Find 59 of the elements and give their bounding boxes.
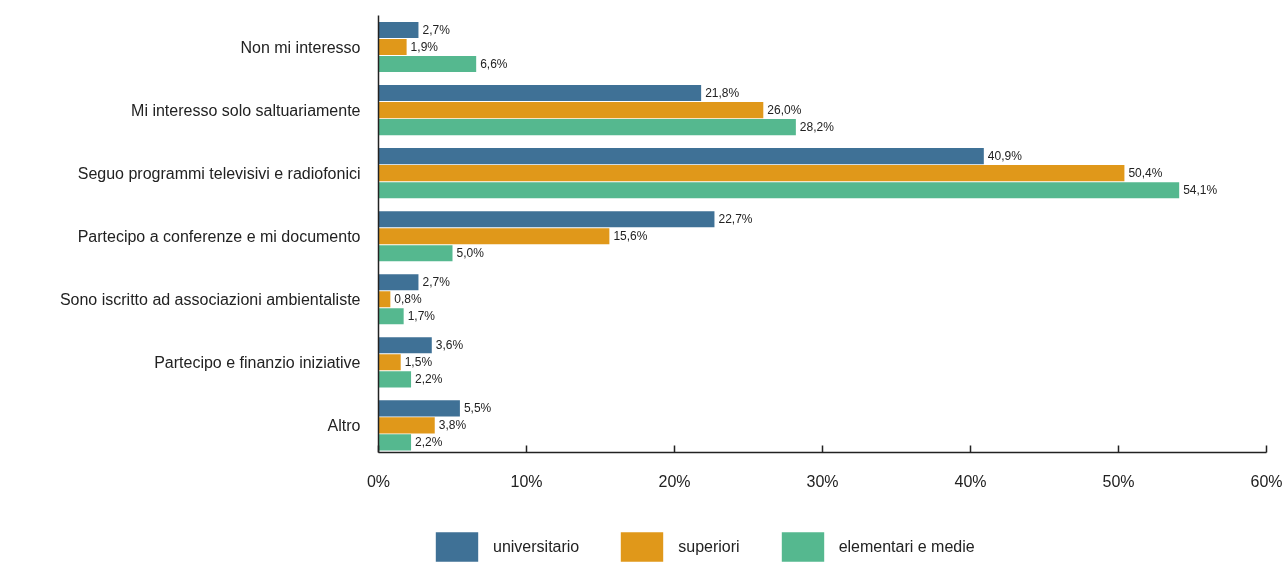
bar bbox=[378, 417, 435, 434]
data-label: 0,8% bbox=[394, 292, 423, 307]
data-label: 1,9% bbox=[410, 40, 439, 55]
bar bbox=[378, 354, 401, 371]
data-label: 22,7% bbox=[718, 212, 753, 227]
data-label: 3,6% bbox=[435, 338, 464, 353]
data-label: 28,2% bbox=[799, 120, 835, 135]
x-tick-label: 20% bbox=[658, 472, 691, 490]
bar bbox=[378, 337, 432, 354]
y-tick-label: Seguo programmi televisivi e radiofonici bbox=[77, 164, 361, 182]
y-tick-label: Sono iscritto ad associazioni ambientaliste bbox=[59, 290, 361, 308]
y-tick-label: Partecipo e finanzio iniziative bbox=[154, 353, 361, 371]
bar bbox=[378, 119, 796, 136]
y-tick-label: Non mi interesso bbox=[240, 38, 361, 56]
data-label: 5,0% bbox=[456, 246, 485, 261]
bar bbox=[378, 291, 391, 308]
data-label: 26,0% bbox=[767, 103, 802, 118]
bar bbox=[378, 245, 453, 262]
bar bbox=[378, 85, 702, 102]
x-tick-label: 60% bbox=[1250, 472, 1283, 490]
y-tick-label: Altro bbox=[327, 416, 361, 434]
data-label: 1,7% bbox=[407, 309, 436, 324]
data-label: 21,8% bbox=[705, 86, 740, 101]
bar bbox=[378, 228, 610, 245]
data-label: 2,2% bbox=[415, 435, 443, 450]
bar bbox=[378, 21, 419, 39]
data-label: 2,7% bbox=[422, 23, 451, 37]
data-label: 2,7% bbox=[422, 275, 451, 290]
data-label: 5,5% bbox=[463, 401, 492, 416]
x-tick-label: 50% bbox=[1102, 472, 1135, 490]
x-tick-label: 40% bbox=[954, 472, 987, 490]
bar bbox=[378, 400, 460, 417]
x-tick-label: 10% bbox=[510, 472, 543, 490]
bar bbox=[378, 165, 1125, 182]
bar bbox=[378, 182, 1180, 199]
bar bbox=[378, 38, 407, 56]
bar bbox=[378, 211, 715, 228]
bar bbox=[378, 148, 984, 165]
y-tick-label: Mi interesso solo saltuariamente bbox=[131, 101, 361, 119]
data-label: 1,5% bbox=[404, 355, 433, 370]
data-label: 40,9% bbox=[987, 149, 1023, 164]
bar bbox=[378, 56, 477, 73]
legend-label: superiori bbox=[678, 537, 740, 556]
bar bbox=[378, 274, 419, 291]
bar bbox=[378, 102, 764, 119]
x-tick-label: 0% bbox=[366, 472, 391, 490]
legend-label: universitario bbox=[493, 537, 580, 556]
data-label: 15,6% bbox=[613, 229, 648, 244]
data-label: 2,2% bbox=[415, 372, 443, 387]
x-tick-label: 30% bbox=[806, 472, 839, 490]
bar bbox=[378, 308, 404, 325]
bar bbox=[378, 434, 412, 451]
data-label: 50,4% bbox=[1128, 166, 1163, 181]
data-label: 3,8% bbox=[438, 418, 467, 433]
bar bbox=[378, 371, 412, 388]
y-tick-label: Partecipo a conferenze e mi documento bbox=[77, 227, 361, 245]
data-label: 54,1% bbox=[1183, 183, 1218, 198]
legend-label: elementari e medie bbox=[838, 537, 975, 556]
data-label: 6,6% bbox=[480, 57, 508, 72]
